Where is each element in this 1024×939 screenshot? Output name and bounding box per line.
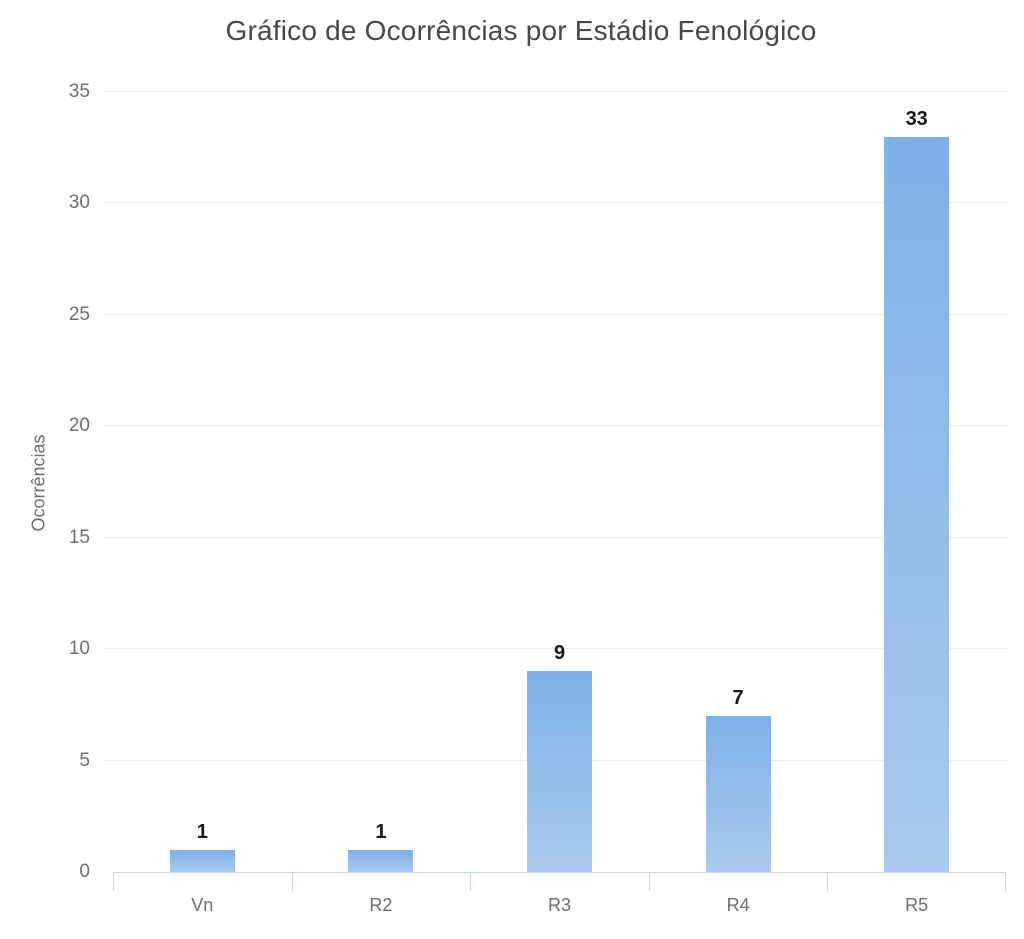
- x-axis-tick: [292, 872, 293, 891]
- y-tick-label: 25: [68, 303, 90, 325]
- bar-value-label: 9: [553, 642, 566, 665]
- bar-value-label: 33: [905, 107, 928, 130]
- y-tick-label: 20: [68, 415, 90, 437]
- bar-value-label: 7: [732, 687, 744, 709]
- x-axis-tick: [470, 872, 471, 891]
- y-axis-labels: 0 5 10 15 20 25 30 35: [0, 0, 90, 939]
- x-tick-label-R2: R2: [369, 895, 393, 915]
- y-tick-label: 5: [79, 749, 90, 771]
- y-tick-label: 15: [68, 526, 90, 548]
- gridline: [103, 313, 1007, 315]
- y-tick-label: 10: [68, 638, 90, 660]
- bar-R4[interactable]: [705, 716, 771, 872]
- x-tick-label-R3: R3: [547, 895, 572, 915]
- chart-title: Gráfico de Ocorrências por Estádio Fenol…: [225, 15, 817, 46]
- gridline: [103, 648, 1007, 650]
- bar-R3[interactable]: [527, 671, 592, 872]
- bar-Vn[interactable]: [169, 849, 235, 872]
- x-tick-label-R4: R4: [726, 895, 750, 915]
- x-axis-tick: [1005, 872, 1006, 891]
- x-axis-line: [113, 872, 1006, 873]
- bar-R2[interactable]: [348, 849, 414, 872]
- x-tick-label-R5: R5: [905, 895, 929, 915]
- plot-area: 1 1 9 7 33: [113, 92, 1006, 872]
- y-tick-label: 0: [79, 861, 90, 882]
- gridline: [103, 425, 1007, 427]
- bar-R5[interactable]: [884, 136, 950, 872]
- bar-value-label: 1: [196, 820, 208, 843]
- gridline: [103, 91, 1007, 92]
- y-tick-label: 35: [68, 81, 90, 102]
- x-axis-tick: [113, 872, 114, 891]
- gridline: [103, 536, 1007, 538]
- x-axis-tick: [827, 872, 828, 891]
- bar-value-label: 1: [375, 820, 387, 843]
- x-axis-tick: [649, 872, 650, 891]
- gridline: [103, 202, 1007, 204]
- x-tick-label-Vn: Vn: [191, 895, 214, 915]
- x-axis: Vn R2 R3 R4 R5: [113, 872, 1006, 932]
- y-tick-label: 30: [68, 192, 90, 214]
